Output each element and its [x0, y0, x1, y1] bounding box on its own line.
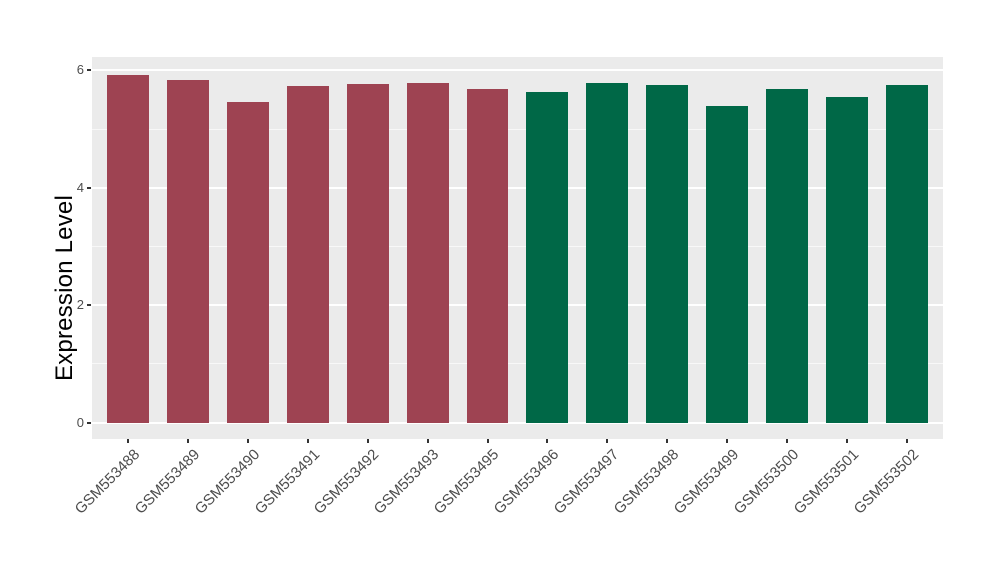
bar-GSM553490	[226, 101, 269, 423]
bar-GSM553492	[346, 83, 389, 423]
gridline-minor	[92, 246, 943, 248]
bar-GSM553498	[646, 84, 689, 423]
gridline-minor	[92, 363, 943, 365]
bar-GSM553499	[706, 106, 749, 423]
x-tick-mark	[666, 439, 669, 443]
bar-GSM553493	[406, 83, 449, 423]
bar-GSM553495	[466, 88, 509, 423]
bar-GSM553501	[826, 96, 869, 423]
x-tick-mark	[906, 439, 909, 443]
bar-GSM553491	[286, 86, 329, 423]
x-tick-mark	[486, 439, 489, 443]
x-tick-mark	[366, 439, 369, 443]
gridline-major	[92, 186, 943, 189]
y-tick-mark	[87, 69, 91, 72]
y-tick-mark	[87, 304, 91, 307]
x-tick-mark	[246, 439, 249, 443]
gridline-major	[92, 304, 943, 307]
x-tick-mark	[426, 439, 429, 443]
gridline-minor	[92, 128, 943, 130]
bar-GSM553489	[166, 79, 209, 423]
bar-GSM553500	[766, 89, 809, 423]
bar-GSM553497	[586, 82, 629, 423]
gridline-major	[92, 421, 943, 424]
plot-panel	[92, 57, 943, 439]
y-tick-label: 0	[76, 414, 84, 430]
y-tick-mark	[87, 421, 91, 424]
bar-GSM553488	[106, 74, 149, 423]
gridline-major	[92, 69, 943, 72]
y-tick-label: 2	[76, 297, 84, 313]
x-tick-mark	[186, 439, 189, 443]
x-tick-mark	[306, 439, 309, 443]
y-tick-label: 6	[76, 62, 84, 78]
bar-GSM553502	[886, 84, 928, 423]
x-tick-mark	[546, 439, 549, 443]
bar-GSM553496	[526, 92, 569, 423]
x-tick-mark	[786, 439, 789, 443]
x-tick-mark	[126, 439, 129, 443]
y-tick-label: 4	[76, 179, 84, 195]
x-tick-mark	[726, 439, 729, 443]
y-axis-title: Expression Level	[51, 195, 78, 381]
x-tick-mark	[846, 439, 849, 443]
x-tick-mark	[606, 439, 609, 443]
y-tick-mark	[87, 186, 91, 189]
